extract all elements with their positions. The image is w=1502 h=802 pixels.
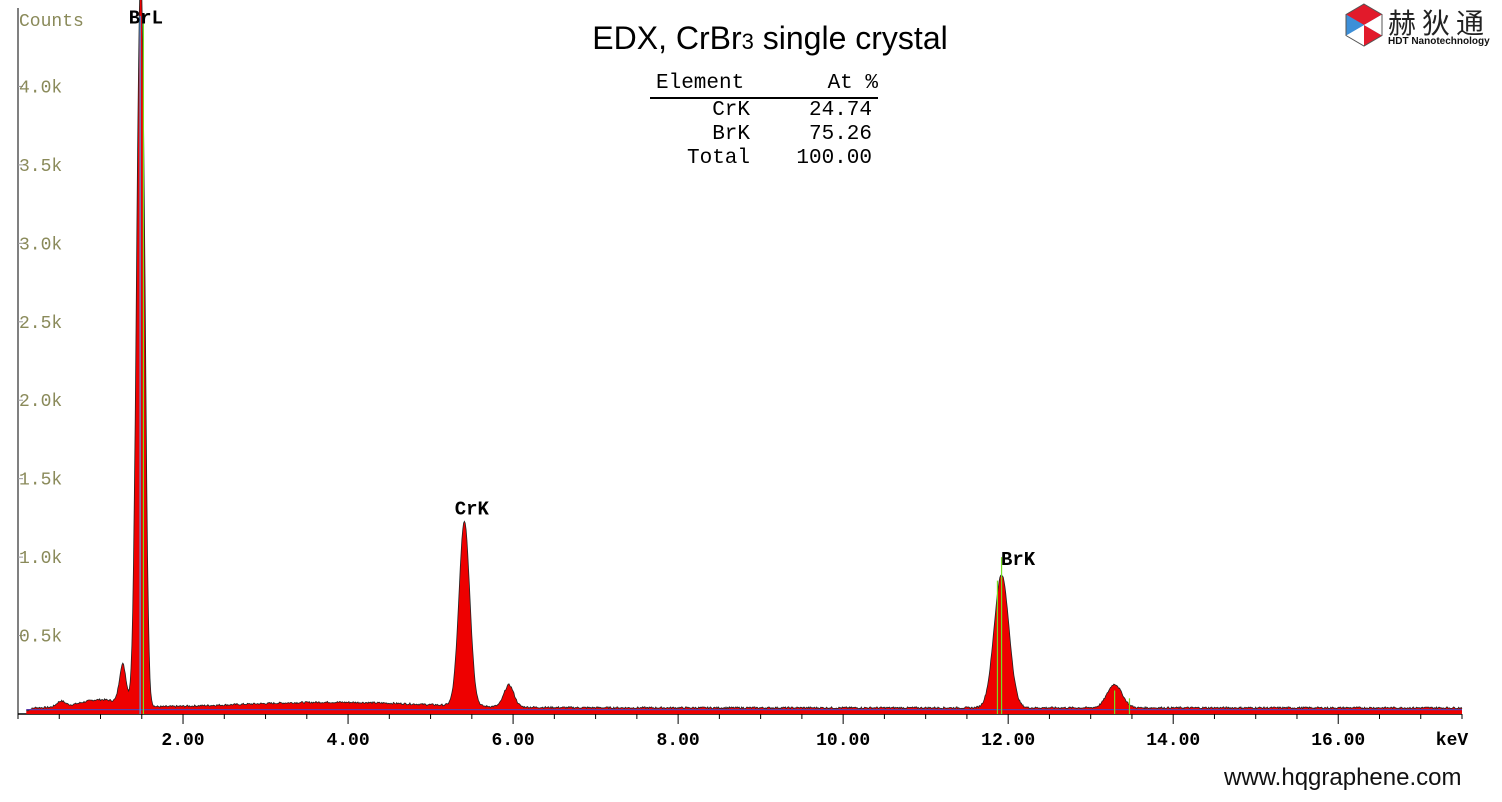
row-element: Total bbox=[686, 147, 750, 170]
row-element: CrK bbox=[712, 99, 750, 122]
row-value: 100.00 bbox=[796, 147, 872, 170]
row-value: 24.74 bbox=[808, 99, 872, 122]
x-tick-label: 14.00 bbox=[1146, 731, 1200, 751]
header-element: Element bbox=[656, 72, 745, 95]
peak-marker-lines bbox=[139, 15, 1131, 714]
logo-chinese-name: 赫狄通 bbox=[1388, 7, 1491, 40]
results-row: BrK 75.26 bbox=[650, 123, 878, 147]
y-axis-label: Counts bbox=[19, 12, 84, 32]
row-value: 75.26 bbox=[808, 123, 872, 146]
x-tick-label: 12.00 bbox=[981, 731, 1035, 751]
x-tick-label: 16.00 bbox=[1311, 731, 1365, 751]
peak-label: CrK bbox=[455, 499, 490, 521]
axes: 0.5k 1.0k 1.5k 2.0k 2.5k 3.0k 3.5k 4.0k Counts 2.… bbox=[17, 8, 1469, 751]
x-tick-label: 6.00 bbox=[491, 731, 534, 751]
x-tick-label: 4.00 bbox=[326, 731, 369, 751]
x-tick-label: 10.00 bbox=[816, 731, 870, 751]
title-subscript: 3 bbox=[741, 29, 754, 54]
hexagon-logo-icon bbox=[1345, 3, 1383, 47]
y-tick-label: 0.5k bbox=[19, 628, 62, 648]
y-tick-label: 1.0k bbox=[19, 549, 62, 569]
title-suffix: single crystal bbox=[753, 20, 948, 56]
spectrum-line bbox=[26, 0, 1463, 712]
y-tick-label: 1.5k bbox=[19, 471, 62, 491]
x-tick-label: 8.00 bbox=[657, 731, 700, 751]
results-table: Element At % CrK 24.74 BrK 75.26 Total 1… bbox=[650, 72, 878, 171]
results-header: Element At % bbox=[650, 72, 878, 99]
results-row: Total 100.00 bbox=[650, 147, 878, 171]
website-url: www.hqgraphene.com bbox=[1224, 764, 1462, 791]
y-tick-label: 2.5k bbox=[19, 314, 62, 334]
row-element: BrK bbox=[712, 123, 750, 146]
y-tick-label: 2.0k bbox=[19, 392, 62, 412]
header-at-percent: At % bbox=[827, 72, 878, 95]
x-tick-label: 2.00 bbox=[161, 731, 204, 751]
results-row: CrK 24.74 bbox=[650, 99, 878, 123]
x-axis-label: keV bbox=[1436, 731, 1469, 751]
y-tick-label: 4.0k bbox=[19, 78, 62, 98]
hdt-logo bbox=[1345, 3, 1383, 47]
logo-english-name: HDT Nanotechnology bbox=[1388, 36, 1490, 47]
chart-title: EDX, CrBr3 single crystal bbox=[540, 20, 1000, 57]
peak-label: BrK bbox=[1001, 549, 1036, 571]
y-tick-label: 3.0k bbox=[19, 235, 62, 255]
y-tick-label: 3.5k bbox=[19, 157, 62, 177]
spectrum bbox=[26, 0, 1463, 714]
peak-label: BrL bbox=[129, 8, 163, 30]
title-main: EDX, CrBr bbox=[592, 20, 742, 56]
